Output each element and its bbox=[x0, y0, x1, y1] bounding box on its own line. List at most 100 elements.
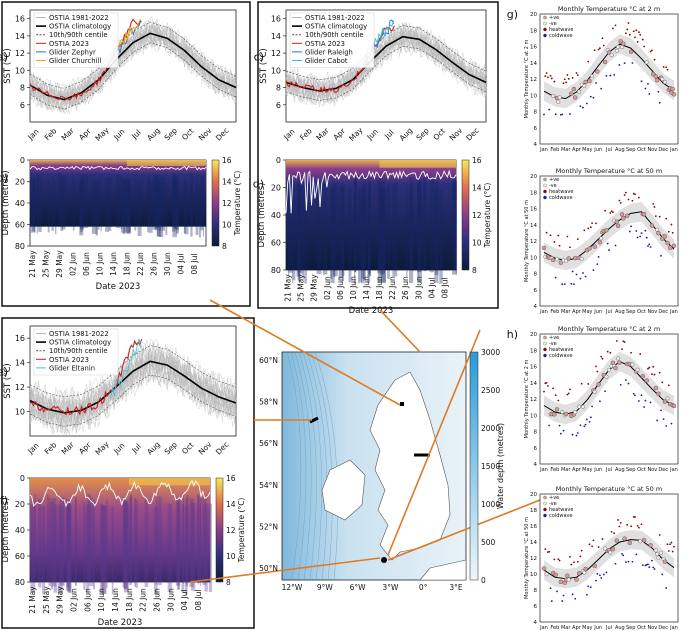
colorbar bbox=[211, 159, 220, 247]
glider-line-1 bbox=[110, 338, 142, 398]
month-tick-label: May bbox=[582, 147, 592, 153]
positive-anomaly-point bbox=[640, 374, 645, 379]
y-tick-label: 12 bbox=[530, 77, 537, 83]
negative-anomaly-point bbox=[556, 99, 561, 104]
heatwave-point bbox=[638, 31, 640, 34]
heatwave-point bbox=[669, 543, 671, 546]
column-streak bbox=[173, 173, 176, 227]
coldwave-point bbox=[657, 90, 660, 93]
panel-ef-frame bbox=[1, 317, 255, 629]
negative-anomaly-point bbox=[655, 552, 660, 557]
positive-anomaly-point bbox=[563, 411, 569, 417]
coldwave-point bbox=[596, 263, 599, 266]
negative-anomaly-point bbox=[564, 259, 569, 264]
coldwave-point bbox=[600, 577, 603, 579]
column-streak bbox=[51, 177, 54, 231]
heatwave-point bbox=[575, 72, 578, 74]
lon-tick-label: 3°W bbox=[382, 583, 399, 592]
heatwave-point bbox=[610, 530, 613, 533]
column-streak bbox=[32, 177, 35, 232]
heatwave-point bbox=[667, 384, 670, 387]
column-streak bbox=[80, 178, 83, 233]
y-tick-label: 60 bbox=[271, 239, 281, 248]
coldwave-point bbox=[649, 401, 652, 404]
column-streak bbox=[381, 188, 386, 283]
y-tick-label: 10 bbox=[15, 66, 25, 75]
column-streak bbox=[144, 498, 149, 588]
column-streak bbox=[111, 506, 114, 595]
column-streak bbox=[57, 503, 61, 593]
bathymetry-contour bbox=[310, 351, 333, 581]
column-streak bbox=[409, 176, 414, 271]
heatwave-point bbox=[549, 234, 552, 237]
y-tick-label: 80 bbox=[271, 266, 281, 275]
coldwave-point bbox=[605, 571, 608, 574]
positive-anomaly-point bbox=[558, 260, 564, 265]
column-streak bbox=[377, 189, 381, 284]
column-streak bbox=[339, 185, 343, 279]
coldwave-point bbox=[569, 113, 571, 115]
column-streak bbox=[120, 178, 126, 233]
y-axis-label: Depth (metres) bbox=[1, 497, 11, 562]
date-tick-label: 21 May bbox=[284, 274, 293, 302]
month-tick-label: Sep bbox=[163, 126, 180, 143]
panel-label: e) bbox=[0, 366, 8, 379]
negative-anomaly-point bbox=[665, 396, 670, 401]
heatwave-point bbox=[662, 66, 665, 68]
coldwave-point bbox=[562, 429, 565, 432]
panel-title: Monthly Temperature °C at 2 m bbox=[558, 5, 660, 13]
legend-marker bbox=[543, 507, 547, 512]
legend-marker bbox=[543, 335, 547, 340]
column-streak bbox=[360, 189, 364, 284]
month-tick-label: Dec bbox=[658, 625, 668, 631]
column-streak bbox=[197, 494, 201, 583]
historical-year-line bbox=[29, 351, 237, 428]
month-tick-label: Nov bbox=[197, 439, 214, 456]
heatwave-point bbox=[617, 519, 619, 521]
heatwave-point bbox=[621, 348, 623, 351]
date-tick-label: 10 Jun bbox=[95, 252, 104, 276]
coldwave-point bbox=[649, 246, 652, 248]
heatwave-point bbox=[612, 211, 614, 214]
legend-label: OSTIA climatology bbox=[49, 23, 111, 31]
heatwave-point bbox=[544, 75, 547, 77]
y-tick-label: 8 bbox=[534, 110, 538, 116]
coldwave-point bbox=[634, 394, 636, 397]
column-streak bbox=[195, 181, 199, 235]
heatwave-point bbox=[606, 350, 609, 353]
negative-anomaly-point bbox=[577, 89, 582, 94]
coldwave-point bbox=[660, 409, 662, 412]
negative-anomaly-point bbox=[638, 539, 643, 544]
x-axis-label: Date 2023 bbox=[349, 306, 394, 316]
coldwave-point bbox=[582, 106, 584, 109]
heatwave-point bbox=[638, 526, 640, 529]
y-tick-label: 12 bbox=[530, 556, 537, 562]
date-tick-label: 30 Jun bbox=[163, 252, 172, 276]
heatwave-point bbox=[553, 80, 556, 83]
y-tick-label: 6 bbox=[276, 101, 281, 110]
historical-year-line bbox=[285, 29, 487, 103]
coldwave-point bbox=[662, 418, 665, 421]
month-tick-label: Apr bbox=[77, 126, 93, 142]
colorbar-tick-label: 14 bbox=[472, 184, 482, 193]
month-tick-label: Mar bbox=[561, 467, 571, 473]
column-streak bbox=[101, 505, 106, 594]
month-tick-label: Jan bbox=[669, 309, 678, 315]
coldwave-point bbox=[640, 232, 643, 235]
negative-anomaly-point bbox=[544, 572, 549, 577]
panel-ab-frame bbox=[1, 1, 251, 307]
month-tick-label: Mar bbox=[60, 125, 77, 142]
coldwave-point bbox=[595, 82, 597, 84]
y-tick-label: 10 bbox=[271, 66, 281, 75]
ostia-2023-line bbox=[29, 338, 143, 416]
column-streak bbox=[106, 499, 108, 589]
coldwave-point bbox=[623, 62, 626, 65]
month-tick-label: Jan bbox=[281, 127, 296, 142]
month-tick-label: Sep bbox=[626, 147, 635, 153]
date-tick-label: 29 May bbox=[56, 586, 65, 614]
coldwave-point bbox=[571, 433, 574, 436]
coldwave-point bbox=[575, 273, 578, 276]
y-tick-label: 80 bbox=[15, 242, 25, 251]
column-streak bbox=[359, 188, 362, 283]
